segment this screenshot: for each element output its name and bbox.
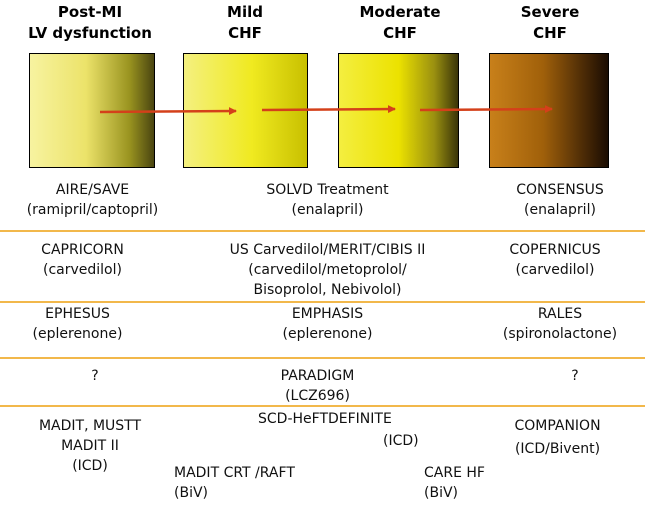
trial-name: MADIT, MUSTT [38, 418, 142, 434]
trial-drug: (carvedilol) [515, 262, 595, 278]
trial-name: MADIT CRT /RAFT [174, 465, 295, 481]
trial-name: AIRE/SAVE [55, 182, 130, 198]
trial-aire-save: AIRE/SAVE (ramipril/captopril) [10, 180, 175, 220]
trial-scd-heft-definite-device: (ICD) [383, 433, 419, 449]
header-moderate-line2: CHF [383, 24, 417, 42]
header-severe-line2: CHF [533, 24, 567, 42]
trial-name: CONSENSUS [516, 182, 604, 198]
row-separator [0, 405, 645, 407]
header-mild-line2: CHF [228, 24, 262, 42]
trial-rales: RALES (spironolactone) [490, 304, 630, 344]
trial-ephesus: EPHESUS (eplerenone) [15, 304, 140, 344]
trial-drug: (LCZ696) [285, 388, 350, 404]
arrow-mild-to-moderate [261, 105, 396, 114]
trial-drug: (BiV) [174, 485, 208, 501]
trial-consensus: CONSENSUS (enalapril) [490, 180, 630, 220]
trial-name: CAPRICORN [41, 242, 124, 258]
trial-scd-heft-definite: SCD-HeFTDEFINITE [258, 411, 392, 427]
trial-name: CARE HF [424, 465, 485, 481]
trial-copernicus: COPERNICUS (carvedilol) [490, 240, 620, 280]
header-moderate: Moderate CHF [345, 2, 455, 44]
header-mild-line1: Mild [227, 3, 263, 21]
trial-name: EMPHASIS [291, 306, 364, 322]
row-separator [0, 301, 645, 303]
trial-paradigm: PARADIGM (LCZ696) [255, 366, 380, 406]
arrow-moderate-to-severe [419, 105, 553, 114]
trial-name: US Carvedilol/MERIT/CIBIS II [229, 242, 426, 258]
trial-name: SOLVD Treatment [266, 182, 389, 198]
trial-capricorn: CAPRICORN (carvedilol) [15, 240, 150, 280]
trial-name: EPHESUS [45, 306, 110, 322]
trial-unknown-left: ? [80, 366, 110, 386]
arrow-post-to-mild [99, 107, 237, 116]
trial-drug: (ramipril/captopril) [26, 202, 159, 218]
trial-drug: (carvedilol) [43, 262, 122, 278]
trial-solvd: SOLVD Treatment (enalapril) [240, 180, 415, 220]
trial-name: RALES [537, 306, 583, 322]
trial-drug-continued: Bisoprolol, Nebivolol) [253, 282, 402, 298]
trial-us-carvedilol-merit-cibis: US Carvedilol/MERIT/CIBIS II (carvedilol… [195, 240, 460, 300]
trial-drug: (eplerenone) [282, 326, 373, 342]
trial-drug: (enalapril) [291, 202, 364, 218]
header-severe-line1: Severe [520, 3, 580, 21]
trial-unknown-right: ? [560, 366, 590, 386]
trial-drug: (eplerenone) [32, 326, 123, 342]
header-severe: Severe CHF [495, 2, 605, 44]
trial-drug: (BiV) [424, 485, 458, 501]
trial-emphasis: EMPHASIS (eplerenone) [255, 304, 400, 344]
header-moderate-line1: Moderate [359, 3, 441, 21]
row-separator [0, 230, 645, 232]
trial-drug: (enalapril) [524, 202, 596, 218]
trial-name: COPERNICUS [509, 242, 601, 258]
trial-drug: (spironolactone) [502, 326, 618, 342]
header-post-mi-line2: LV dysfunction [28, 24, 152, 42]
trial-name: ? [91, 368, 99, 384]
header-post-mi-line1: Post-MI [57, 3, 123, 21]
trial-drug: (ICD) [72, 458, 108, 474]
row-separator [0, 357, 645, 359]
trial-madit-crt-raft: MADIT CRT /RAFT (BiV) [174, 463, 295, 503]
trial-companion: COMPANION (ICD/Bivent) [495, 415, 620, 461]
trial-drug: (ICD/Bivent) [514, 441, 601, 457]
header-post-mi: Post-MI LV dysfunction [20, 2, 160, 44]
trial-madit-mustt: MADIT, MUSTT MADIT II (ICD) [25, 416, 155, 476]
header-mild: Mild CHF [190, 2, 300, 44]
trial-care-hf: CARE HF (BiV) [424, 463, 485, 503]
trial-name-continued: MADIT II [61, 438, 119, 454]
trial-name: PARADIGM [280, 368, 355, 384]
trial-name: ? [571, 368, 579, 384]
trial-name: COMPANION [514, 418, 601, 434]
trial-drug: (carvedilol/metoprolol/ [248, 262, 407, 278]
